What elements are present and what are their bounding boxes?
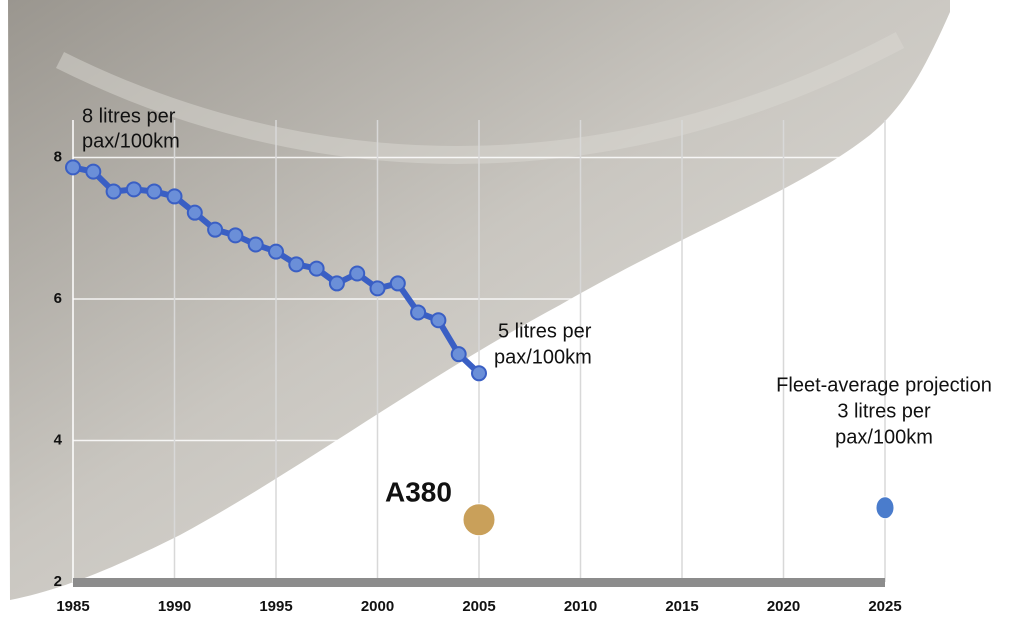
- swoosh-highlight: [55, 32, 905, 164]
- annotation: pax/100km: [82, 130, 180, 152]
- x-tick-label: 2005: [462, 598, 495, 615]
- y-tick-label: 6: [54, 290, 62, 307]
- data-point: [186, 204, 203, 221]
- data-point: [65, 159, 81, 176]
- y-tick-label: 4: [54, 431, 63, 448]
- data-point: [85, 163, 102, 180]
- annotation: pax/100km: [494, 346, 592, 368]
- x-tick-label: 1995: [259, 598, 292, 615]
- x-tick-label: 1985: [56, 598, 89, 615]
- data-point: [389, 275, 406, 292]
- x-tick-label: 2010: [564, 598, 597, 615]
- x-tick-label: 1990: [158, 598, 191, 615]
- annotation: Fleet-average projection: [776, 374, 992, 396]
- highlight-point: [462, 503, 496, 537]
- data-point: [207, 221, 224, 238]
- annotation: pax/100km: [835, 426, 933, 448]
- x-tick-label: 2020: [767, 598, 800, 615]
- data-point: [450, 346, 467, 363]
- data-point: [471, 365, 487, 382]
- point-label: A380: [385, 476, 452, 507]
- x-tick-label: 2000: [361, 598, 394, 615]
- x-tick-label: 2025: [868, 598, 901, 615]
- data-point: [125, 181, 142, 198]
- data-point: [268, 243, 284, 260]
- highlight-point: [875, 496, 895, 520]
- annotation: 3 litres per: [837, 400, 931, 422]
- data-point: [146, 183, 163, 200]
- data-point: [308, 260, 325, 277]
- y-tick-label: 8: [54, 148, 62, 165]
- data-point: [328, 275, 345, 292]
- x-axis-bar: [73, 578, 885, 587]
- annotation: 5 litres per: [498, 320, 592, 342]
- data-point: [166, 188, 183, 205]
- data-point: [410, 304, 427, 321]
- annotation: 8 litres per: [82, 105, 176, 127]
- x-tick-label: 2015: [665, 598, 698, 615]
- data-point: [227, 227, 244, 244]
- data-point: [247, 236, 264, 253]
- data-point: [430, 312, 447, 329]
- data-point: [349, 265, 366, 282]
- data-point: [369, 280, 386, 297]
- data-point: [288, 256, 305, 273]
- data-point: [105, 183, 122, 200]
- y-tick-label: 2: [54, 573, 62, 590]
